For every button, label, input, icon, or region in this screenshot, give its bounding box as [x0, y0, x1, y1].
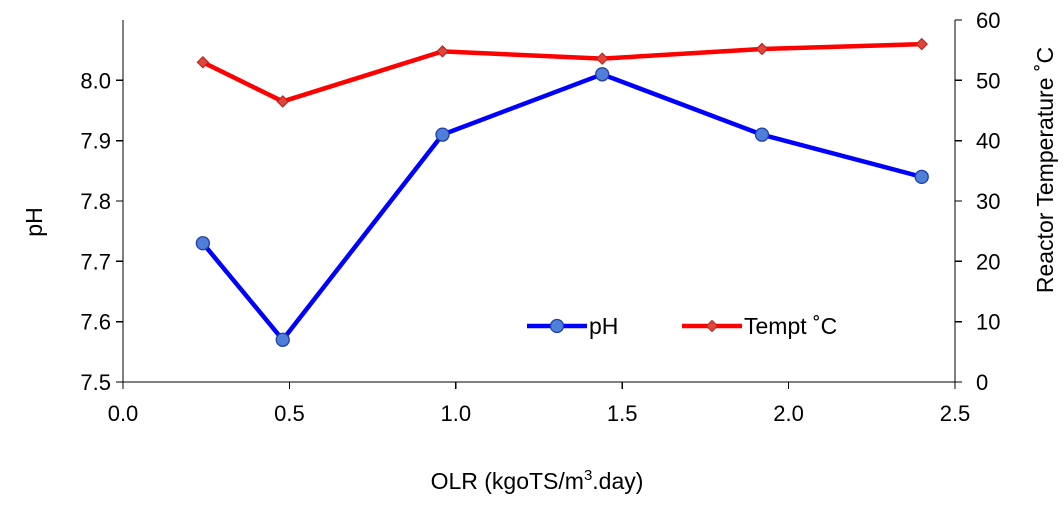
y-tick-label: 7.5	[80, 370, 111, 395]
point-ph	[914, 169, 929, 185]
y2-tick-label: 50	[976, 68, 1000, 93]
x-tick-label: 0.0	[108, 401, 139, 426]
point-temperature	[755, 42, 769, 56]
y-tick-label: 7.6	[80, 310, 111, 335]
point-ph	[435, 127, 450, 142]
point-temperature	[595, 52, 609, 65]
y-tick-label: 7.8	[80, 189, 111, 214]
y-axis-ticks: 7.5 7.6 7.7 7.8 7.9 8.0	[80, 68, 123, 395]
point-ph	[195, 236, 211, 251]
y-tick-label: 7.7	[80, 249, 111, 274]
legend-marker-ph	[549, 318, 565, 334]
point-ph	[275, 332, 290, 347]
y2-tick-label: 30	[976, 189, 1000, 214]
series-line-ph	[201, 72, 923, 343]
legend-label-temperature: Tempt ˚C	[744, 313, 837, 339]
y2-tick-label: 20	[976, 249, 1000, 274]
point-temperature	[196, 55, 210, 69]
y2-axis-title: Reactor Temperature ˚C	[1032, 47, 1058, 293]
point-temperature	[436, 45, 449, 58]
y-tick-label: 7.9	[80, 129, 111, 154]
x-tick-label: 2.0	[773, 401, 804, 426]
point-temperature	[915, 37, 928, 51]
y2-axis-ticks: 0 10 20 30 40 50 60	[955, 8, 1000, 395]
x-axis-title: OLR (kgoTS/m3.day)	[431, 467, 644, 494]
x-axis-title-main: OLR (kgoTS/m	[431, 468, 584, 494]
point-ph	[754, 127, 770, 142]
point-ph	[595, 67, 610, 82]
y2-tick-label: 60	[976, 8, 1000, 33]
x-tick-label: 1.0	[441, 401, 472, 426]
legend: pH Tempt ˚C	[527, 313, 837, 339]
series-line-temperature	[201, 41, 922, 104]
legend-marker-temperature	[705, 319, 719, 333]
x-tick-label: 2.5	[940, 401, 971, 426]
series-layer	[195, 37, 929, 347]
y-axis-title: pH	[21, 207, 47, 236]
y-tick-label: 8.0	[80, 68, 111, 93]
y2-tick-label: 10	[976, 310, 1000, 335]
legend-label-ph: pH	[589, 313, 618, 339]
x-tick-label: 0.5	[274, 401, 305, 426]
x-axis-title-suffix: .day)	[592, 468, 643, 494]
point-temperature	[276, 95, 290, 108]
x-tick-label: 1.5	[607, 401, 638, 426]
x-axis-ticks: 0.0 0.5 1.0 1.5 2.0 2.5	[108, 382, 971, 426]
y2-tick-label: 40	[976, 129, 1000, 154]
y2-tick-label: 0	[976, 370, 988, 395]
x-axis-title-superscript: 3	[584, 467, 592, 484]
